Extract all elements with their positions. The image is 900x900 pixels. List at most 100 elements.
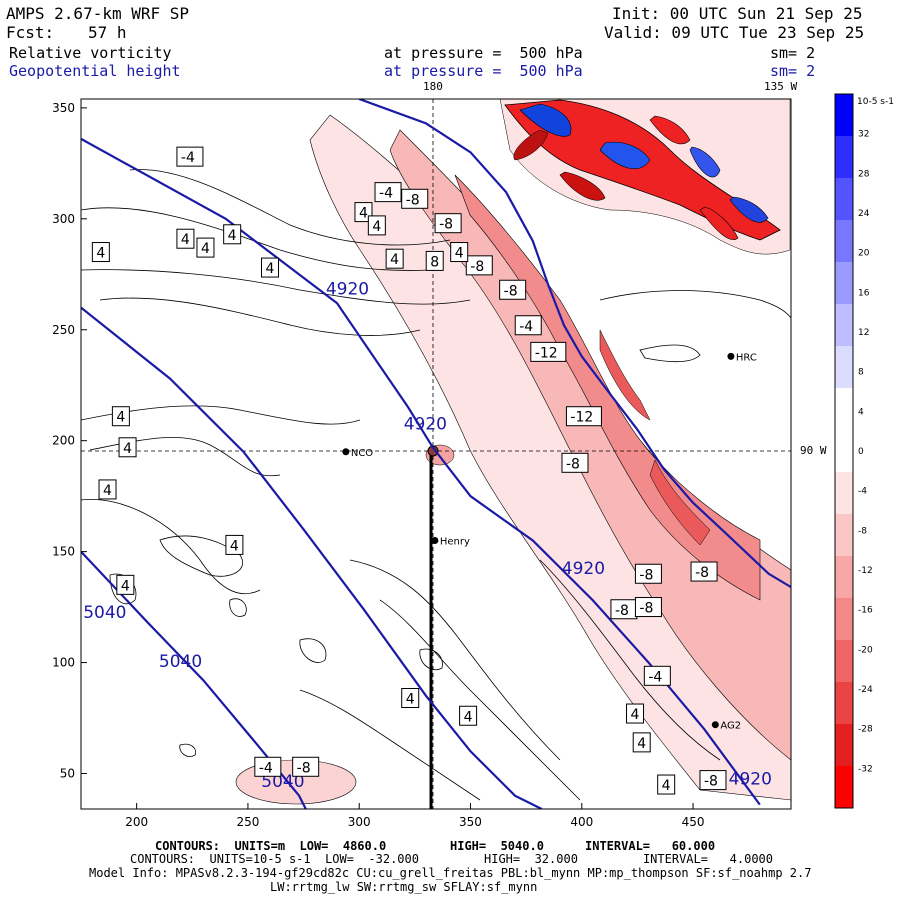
forecast-value: 57 h [88,23,127,42]
vorticity-label: 4 [176,228,195,249]
height-label: 4920 [729,770,772,790]
colorbar-swatch [835,766,853,809]
colorbar-tick-label: 0 [858,447,864,457]
vorticity-label-text: 4 [406,692,415,708]
x-axis: 200 250 300 350 400 450 [125,803,705,829]
x-tick-label: 350 [459,815,482,829]
vorticity-label-text: -4 [379,186,393,202]
x-tick-label: 250 [236,815,259,829]
vorticity-label: -8 [434,213,462,234]
footer-vorticity: CONTOURS: UNITS=10-5 s-1 LOW= -32.000 HI… [130,852,773,866]
footer-height-low: CONTOURS: UNITS=m LOW= 4860.0 [155,839,387,853]
vorticity-label: 4 [450,242,469,263]
plot-frame [80,98,792,810]
vorticity-label: 4 [401,688,420,708]
vorticity-label-text: -8 [615,603,629,619]
vorticity-label-box [434,213,462,234]
height-label: 5040 [159,652,202,672]
vorticity-label: -8 [499,279,527,300]
vorticity-label-text: 4 [121,578,130,594]
vorticity-label-group: -4-4 -8-8-8-8-4-12-12-8-8 -8-8 -8-4-8-4 -844… [91,146,727,795]
vorticity-label: -8 [634,563,662,584]
station-label: NCO [351,448,373,459]
pressure-level-2: at pressure = 500 hPa [384,62,583,80]
colorbar-swatch [835,136,853,179]
height-contour-5040 [81,550,307,809]
vorticity-label: -8 [610,599,638,620]
vorticity-label-box [111,406,130,427]
vorticity-fill-core-2 [649,459,711,546]
vorticity-label-box [354,202,373,223]
vorticity-label-text: 4 [230,538,239,554]
y-tick-label: 100 [52,656,75,670]
lon-label-135w: 135 W [764,80,798,93]
vorticity-label: 4 [657,774,676,795]
vorticity-label-box [530,341,567,362]
vorticity-label: -4 [374,182,402,203]
colorbar-swatch [835,598,853,641]
vorticity-label: -8 [634,597,662,618]
vorticity-label-text: -4 [648,669,662,685]
field-name-vorticity: Relative vorticity [9,44,172,62]
colorbar-swatch [835,514,853,557]
vorticity-label-text: -12 [535,345,558,361]
vorticity-label-box [118,437,137,458]
vorticity-label: -12 [565,406,602,427]
pressure-level-1: at pressure = 500 hPa [384,44,583,62]
vorticity-label-text: 8 [430,254,439,270]
colorbar-tick-label: -8 [858,526,867,536]
vorticity-label-box [223,224,242,245]
vorticity-label-box [565,406,602,427]
colorbar-tick-label: 16 [858,288,870,298]
colorbar-swatch [835,304,853,347]
vorticity-label-box [561,452,589,473]
colorbar-swatch [835,346,853,389]
vorticity-label-box [367,215,386,236]
field-name-height: Geopotential height [9,62,181,80]
colorbar-swatch [835,640,853,683]
footer-model-info-2: LW:rrtmg_lw SW:rrtmg_sw SFLAY:sf_mynn [270,880,538,894]
vorticity-label: 4 [91,242,110,263]
vorticity-label-box [292,756,320,777]
lon-label-180: 180 [423,80,443,93]
valid-time: Valid: 09 UTC Tue 23 Sep 25 [604,23,865,42]
vorticity-label-box [499,279,527,300]
vorticity-label: -4 [514,315,542,336]
y-tick-label: 150 [52,545,75,559]
vorticity-label: 4 [111,406,130,427]
x-tick-label: 400 [570,815,593,829]
vorticity-label-text: -4 [181,150,195,166]
vorticity-label-box [459,705,478,726]
vorticity-label-box [634,597,662,618]
vorticity-label: 4 [459,705,478,726]
x-tick-label: 450 [682,815,705,829]
vorticity-label-box [514,315,542,336]
vorticity-label-box [385,248,404,269]
vorticity-label: -4 [643,665,671,686]
vorticity-label-box [657,774,676,795]
colorbar-swatch [835,724,853,767]
vorticity-label-box [176,146,204,167]
y-tick-label: 300 [52,212,75,226]
init-time: Init: 00 UTC Sun 21 Sep 25 [612,4,863,23]
colorbar-tick-label: -12 [858,566,873,576]
lon-label-90w: 90 W [800,444,827,457]
vorticity-label-box [643,665,671,686]
colorbar-tick-label: 32 [858,130,869,140]
vorticity-fill-core-1 [599,329,651,421]
colorbar-tick-label: 24 [858,209,870,219]
colorbar-swatch [835,220,853,263]
vorticity-label-text: -4 [259,760,273,776]
vorticity-label-box [98,479,117,500]
y-tick-label: 50 [60,767,75,781]
colorbar-swatch [835,472,853,515]
vorticity-label-box [91,242,110,263]
vorticity-label-text: 4 [228,228,237,244]
vorticity-label-box [632,732,651,753]
colorbar-tick-label: -4 [858,487,867,497]
footer-model-info: Model Info: MPASv8.2.3-194-gf29cd82c CU:… [89,866,812,880]
smoothing-2: sm= 2 [770,62,816,80]
colorbar-tick-label: -32 [858,764,873,774]
colorbar-tick-label: 20 [858,249,870,259]
